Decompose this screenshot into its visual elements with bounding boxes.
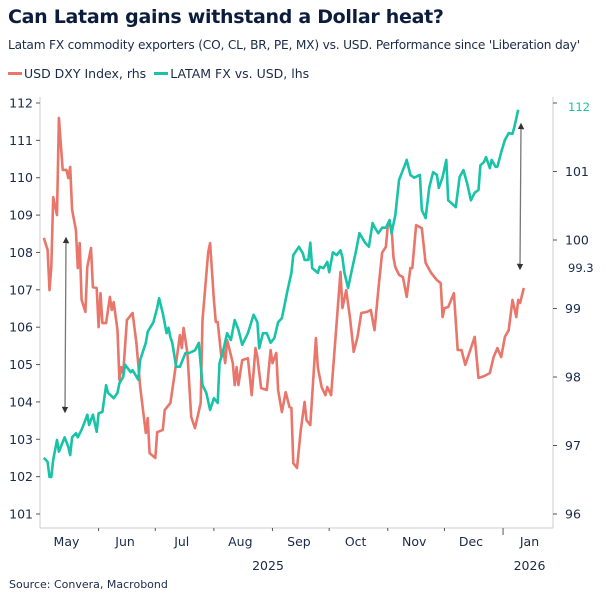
left-axis-tick-label: 103	[9, 432, 33, 447]
x-axis-month-label: Nov	[402, 534, 427, 549]
annotation-arrow-left	[61, 236, 70, 414]
source-note: Source: Convera, Macrobond	[9, 578, 168, 591]
right-axis-tick-label: 99	[565, 301, 581, 316]
series-points-latam-fx	[43, 109, 519, 478]
legend-item-latam: LATAM FX vs. USD, lhs	[154, 66, 309, 81]
x-axis-month-label: Sep	[287, 534, 311, 549]
x-axis-month-label: Jul	[173, 534, 189, 549]
left-axis-tick-label: 110	[9, 170, 33, 185]
annotation-arrow-right	[516, 122, 525, 271]
series-lines	[42, 109, 526, 479]
chart-title: Can Latam gains withstand a Dollar heat?	[8, 6, 444, 28]
right-axis-tick-label: 101	[565, 164, 589, 179]
left-axis-tick-label: 109	[9, 208, 33, 223]
left-axis-tick-label: 111	[9, 133, 33, 148]
legend-label-dxy: USD DXY Index, rhs	[24, 66, 147, 81]
left-axis-tick-label: 102	[9, 469, 33, 484]
x-axis-month-label: Dec	[459, 534, 483, 549]
left-axis-tick-label: 108	[9, 245, 33, 260]
x-axis-month-label: Jan	[519, 534, 539, 549]
x-axis-year-label: 2025	[252, 558, 284, 573]
x-axis-month-label: Oct	[345, 534, 367, 549]
chart-subtitle: Latam FX commodity exporters (CO, CL, BR…	[8, 38, 580, 52]
series-line-latam-fx	[42, 109, 520, 479]
series-line-dxy	[42, 116, 526, 470]
left-axis-tick-label: 104	[9, 394, 33, 409]
legend-label-latam: LATAM FX vs. USD, lhs	[170, 66, 310, 81]
x-axis-month-label: Aug	[228, 534, 252, 549]
x-axis-year-label: 2026	[514, 558, 546, 573]
right-axis-tick-label: 98	[565, 370, 581, 385]
legend-swatch-dxy	[8, 72, 22, 75]
series-points-dxy	[43, 117, 524, 469]
right-axis-tick-label: 96	[565, 507, 581, 522]
x-axis-month-label: Jun	[114, 534, 135, 549]
axes	[36, 97, 557, 535]
left-axis-tick-label: 106	[9, 320, 33, 335]
left-axis-tick-label: 107	[9, 282, 33, 297]
right-axis-tick-label: 97	[565, 438, 581, 453]
end-value-label: 99.3	[568, 261, 594, 275]
right-axis-tick-label: 100	[565, 233, 589, 248]
legend: USD DXY Index, rhs LATAM FX vs. USD, lhs	[8, 66, 309, 81]
left-axis-tick-label: 112	[9, 96, 33, 111]
end-value-label: 112	[568, 100, 590, 114]
left-axis-tick-label: 105	[9, 357, 33, 372]
left-axis-tick-label: 101	[9, 507, 33, 522]
axis-labels: 101 102 103 104 105 106 107 108 109 110 111 112 96 97…	[9, 96, 593, 574]
x-axis-month-label: May	[54, 534, 80, 549]
legend-swatch-latam	[154, 72, 169, 75]
legend-item-dxy: USD DXY Index, rhs	[8, 66, 146, 81]
